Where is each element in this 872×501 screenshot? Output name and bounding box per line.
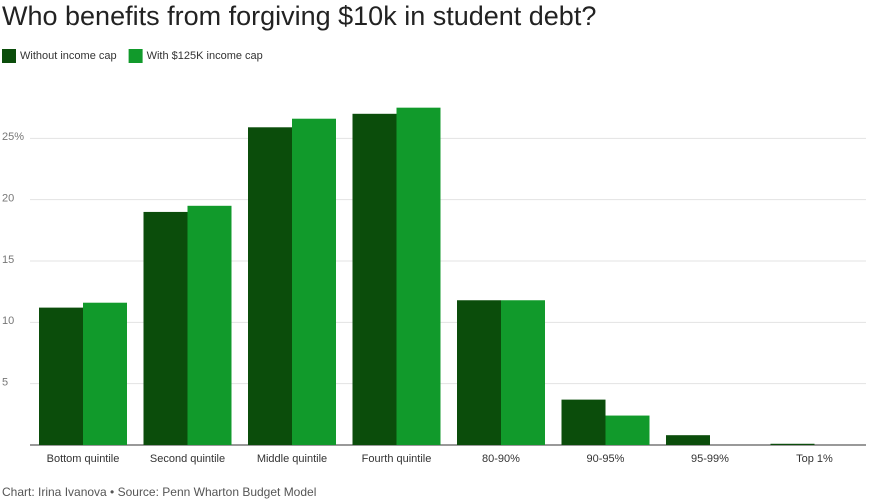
y-tick-label: 15	[2, 254, 14, 266]
bar	[352, 113, 397, 446]
legend-swatch	[2, 49, 16, 63]
legend-swatch	[128, 49, 143, 63]
x-tick-label: 80-90%	[482, 453, 520, 465]
bar	[501, 300, 545, 445]
y-tick-label: 20	[2, 193, 14, 205]
x-tick-label: Second quintile	[150, 453, 225, 465]
bar	[143, 211, 188, 445]
y-tick-label: 5	[2, 377, 8, 389]
bar	[396, 107, 441, 446]
bar	[39, 307, 83, 445]
bar	[666, 435, 710, 445]
x-tick-label: 90-95%	[587, 453, 625, 465]
bar	[605, 415, 650, 445]
chart-title: Who benefits from forgiving $10k in stud…	[2, 1, 596, 31]
bar	[292, 118, 336, 445]
bar	[457, 300, 501, 445]
source-note: Chart: Irina Ivanova • Source: Penn Whar…	[2, 485, 316, 499]
legend-label: Without income cap	[20, 50, 117, 62]
x-tick-label: Fourth quintile	[362, 453, 432, 465]
x-tick-label: Bottom quintile	[47, 453, 120, 465]
bar	[248, 127, 292, 445]
bar	[770, 443, 815, 445]
legend-label: With $125K income cap	[147, 50, 263, 62]
x-tick-label: Top 1%	[796, 453, 833, 465]
bar	[561, 399, 606, 445]
y-tick-label: 10	[2, 315, 14, 327]
y-tick-label: 25%	[2, 131, 24, 143]
bar	[83, 302, 127, 445]
x-tick-label: 95-99%	[691, 453, 729, 465]
bar	[187, 205, 232, 445]
x-tick-label: Middle quintile	[257, 453, 327, 465]
